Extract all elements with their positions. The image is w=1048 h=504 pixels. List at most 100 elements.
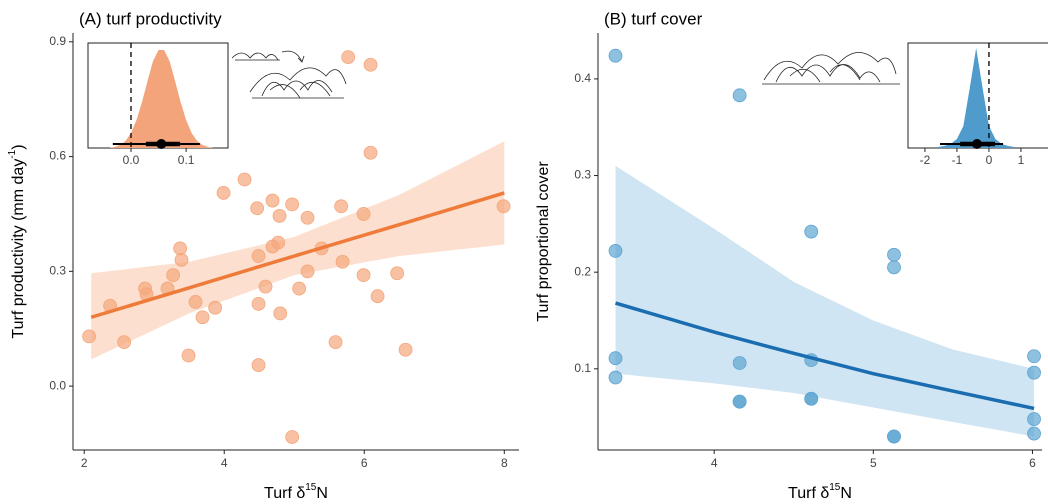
data-point (173, 241, 188, 256)
x-tick-label: 2 (81, 456, 88, 470)
data-point (174, 252, 189, 267)
data-point (285, 197, 300, 212)
y-tick-label: 0.9 (49, 34, 66, 48)
inset-x-tick-label: 0.1 (178, 153, 195, 167)
y-axis-title-part: Turf proportional cover (535, 161, 552, 322)
x-axis-title-part: 15 (829, 482, 841, 493)
data-point (804, 224, 819, 239)
data-point (117, 335, 132, 350)
data-point (1027, 365, 1041, 380)
y-tick-label: 0.6 (49, 149, 66, 163)
data-point (251, 296, 266, 311)
data-point (265, 193, 280, 208)
y-axis-title: Turf proportional cover (535, 161, 552, 322)
data-point (251, 358, 266, 372)
data-point (335, 254, 350, 269)
data-point (887, 247, 901, 262)
data-point (82, 329, 97, 344)
posterior-density (937, 48, 1015, 148)
data-point (334, 199, 349, 214)
data-point (208, 300, 223, 315)
point-estimate (971, 139, 982, 149)
fit-line (615, 301, 1035, 411)
x-axis-title-part: N (316, 485, 328, 502)
data-point (370, 289, 385, 304)
y-axis-title: Turf productivity (mm day-1) (7, 144, 28, 338)
data-point (608, 370, 623, 385)
x-tick-label: 5 (870, 456, 877, 470)
data-point (188, 295, 203, 309)
x-axis-title-part: Turf δ (788, 485, 829, 502)
data-point (181, 348, 196, 363)
turf-icon-a (231, 50, 347, 99)
y-axis-title-part: ) (10, 144, 27, 149)
y-tick-label: 0.3 (574, 168, 591, 182)
data-point (237, 172, 252, 187)
inset-x-tick-label: 0.0 (123, 153, 140, 167)
inset-x-tick-label: -1 (952, 153, 963, 167)
x-tick-label: 4 (221, 456, 228, 470)
data-point (608, 244, 623, 258)
inset-x-tick-label: -2 (920, 153, 931, 167)
data-point (496, 199, 511, 214)
y-tick-label: 0.2 (574, 264, 591, 278)
data-point (804, 391, 819, 406)
data-point (285, 430, 300, 444)
y-axis-title-part: Turf productivity (mm day (10, 159, 27, 339)
data-point (258, 279, 273, 294)
x-axis-title: Turf δ15N (788, 482, 852, 503)
data-point (732, 394, 747, 409)
turf-icon-b (762, 52, 900, 85)
data-point (608, 351, 623, 366)
x-tick-label: 6 (1029, 456, 1036, 470)
data-point (732, 356, 747, 370)
data-point (887, 260, 901, 275)
data-point (608, 48, 623, 63)
data-point (166, 268, 181, 283)
data-point (195, 310, 210, 325)
data-point (300, 210, 315, 225)
y-axis-title-part: -1 (7, 149, 18, 158)
confidence-band (615, 165, 1035, 437)
panel-title: (B) turf cover (604, 9, 703, 28)
data-point (356, 268, 371, 283)
data-point (732, 88, 747, 103)
confidence-band (91, 141, 505, 360)
inset-x-tick-label: 1 (1018, 153, 1025, 167)
x-axis-title-part: 15 (305, 482, 317, 493)
point-estimate (156, 139, 167, 149)
x-axis-title: Turf δ15N (264, 482, 328, 503)
data-point (390, 266, 405, 281)
data-point (887, 429, 901, 444)
data-point (273, 306, 288, 321)
data-point (363, 145, 378, 160)
posterior-density (108, 50, 214, 148)
y-tick-label: 0.1 (574, 361, 591, 375)
x-axis-title-part: Turf δ (264, 485, 305, 502)
x-tick-label: 8 (501, 456, 508, 470)
data-point (356, 207, 371, 221)
data-point (1027, 426, 1041, 441)
inset-x-tick-label: 0 (986, 153, 993, 167)
data-point (251, 249, 266, 263)
data-point (271, 235, 286, 250)
data-point (216, 186, 231, 200)
data-point (398, 342, 413, 357)
x-tick-label: 4 (711, 456, 718, 470)
x-tick-label: 6 (361, 456, 368, 470)
data-point (300, 264, 315, 279)
data-point (272, 208, 287, 223)
data-point (1027, 412, 1041, 426)
data-point (292, 281, 307, 296)
x-axis-title-part: N (840, 485, 852, 502)
fit-line (90, 191, 505, 319)
data-point (363, 57, 378, 72)
y-tick-label: 0.0 (49, 378, 66, 392)
y-tick-label: 0.4 (574, 71, 591, 85)
data-point (1027, 349, 1041, 364)
panel-title: (A) turf productivity (79, 9, 222, 28)
data-point (328, 335, 343, 350)
y-tick-label: 0.3 (49, 264, 66, 278)
data-point (341, 50, 356, 65)
